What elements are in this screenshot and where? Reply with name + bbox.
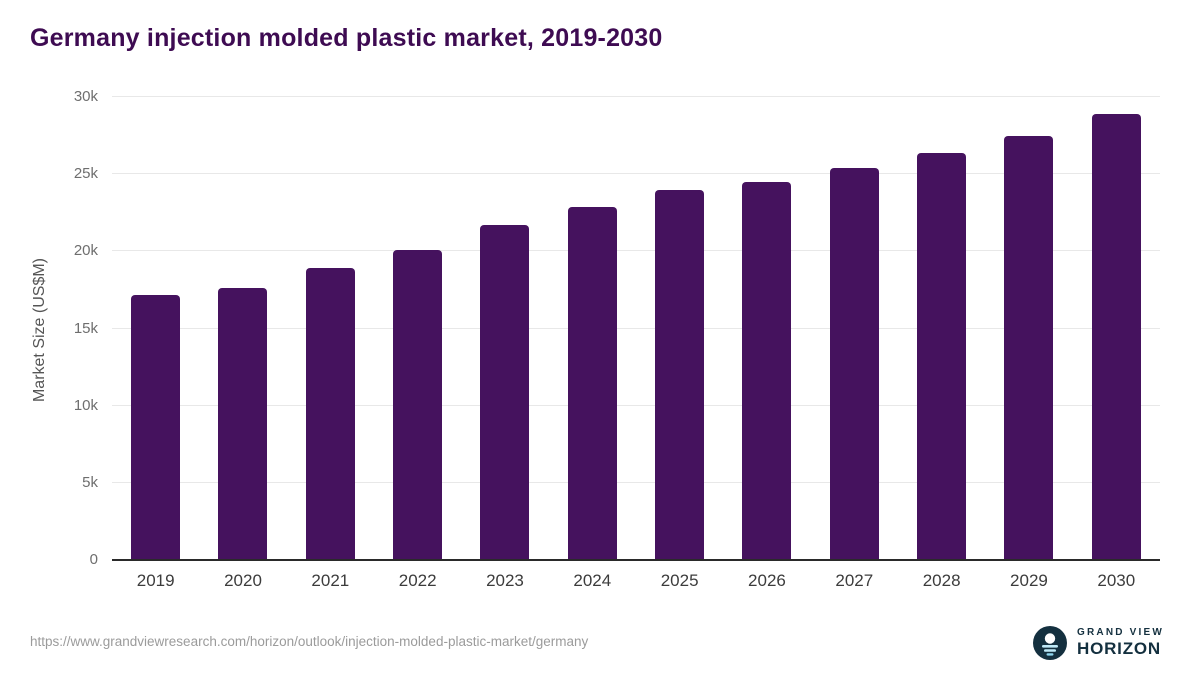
y-tick-label: 10k	[73, 396, 98, 414]
bar-slot-2019	[112, 97, 199, 560]
y-tick-label: 20k	[73, 242, 98, 260]
bar-2029[interactable]	[1004, 135, 1054, 560]
x-tick-label-2019: 2019	[136, 571, 175, 590]
bar-2019[interactable]	[131, 294, 181, 560]
logo-text: GRAND VIEW HORIZON	[1077, 627, 1164, 658]
logo-text-top: GRAND VIEW	[1077, 627, 1164, 639]
x-tick-label-2023: 2023	[486, 571, 524, 590]
gridline	[112, 327, 1160, 329]
bar-2025[interactable]	[655, 189, 705, 560]
bar-slot-2025	[636, 97, 723, 560]
bar-slot-2028	[898, 97, 985, 560]
bar-series	[112, 97, 1160, 560]
bar-slot-2030	[1073, 97, 1160, 560]
x-tick-label-2026: 2026	[748, 571, 786, 590]
x-tick-label-2029: 2029	[1010, 571, 1048, 590]
bar-slot-2027	[811, 97, 898, 560]
bar-2028[interactable]	[917, 152, 967, 560]
gridline	[112, 481, 1160, 483]
y-tick-label: 30k	[73, 88, 98, 105]
bar-2024[interactable]	[567, 206, 617, 560]
bar-slot-2024	[549, 97, 636, 560]
x-tick-label-2028: 2028	[922, 571, 961, 590]
gridline	[112, 250, 1160, 252]
bar-slot-2020	[199, 97, 286, 560]
bar-slot-2021	[287, 97, 374, 560]
bar-2027[interactable]	[829, 168, 879, 560]
gridline	[112, 173, 1160, 175]
bar-2021[interactable]	[305, 268, 355, 560]
y-tick-label: 5k	[82, 473, 98, 491]
bar-slot-2022	[374, 97, 461, 560]
bar-slot-2026	[723, 97, 810, 560]
bar-slot-2029	[985, 97, 1072, 560]
bar-2023[interactable]	[480, 225, 530, 560]
bar-2026[interactable]	[742, 181, 792, 560]
y-tick-label: 0	[89, 551, 98, 568]
gridline	[112, 404, 1160, 406]
logo-text-bottom: HORIZON	[1077, 638, 1161, 658]
x-tick-label-2021: 2021	[311, 571, 350, 590]
source-url: https://www.grandviewresearch.com/horizo…	[30, 634, 589, 649]
x-axis-labels: 2019 2020 2021 2022 2023 2024 2025 2026 2027 2028…	[112, 571, 1160, 591]
chart-title: Germany injection molded plastic market,…	[30, 24, 663, 52]
y-tick-label: 15k	[73, 319, 98, 337]
gridline	[112, 96, 1160, 97]
bar-slot-2023	[461, 97, 548, 560]
x-tick-label-2020: 2020	[224, 571, 262, 590]
x-tick-label-2027: 2027	[835, 571, 874, 590]
bar-2022[interactable]	[393, 249, 443, 560]
horizon-globe-icon	[1033, 626, 1067, 660]
x-tick-label-2025: 2025	[660, 571, 699, 590]
x-tick-label-2024: 2024	[573, 571, 612, 590]
bar-2020[interactable]	[218, 288, 268, 560]
plot-area: 0 5k 10k 15k 20k 25k 30k	[74, 88, 1160, 568]
x-tick-label-2030: 2030	[1097, 571, 1136, 590]
bar-2030[interactable]	[1091, 113, 1141, 560]
x-axis-baseline	[112, 559, 1160, 561]
x-tick-label-2022: 2022	[398, 571, 437, 590]
y-tick-label: 25k	[73, 165, 98, 183]
grand-view-horizon-logo: GRAND VIEW HORIZON	[1032, 625, 1164, 661]
